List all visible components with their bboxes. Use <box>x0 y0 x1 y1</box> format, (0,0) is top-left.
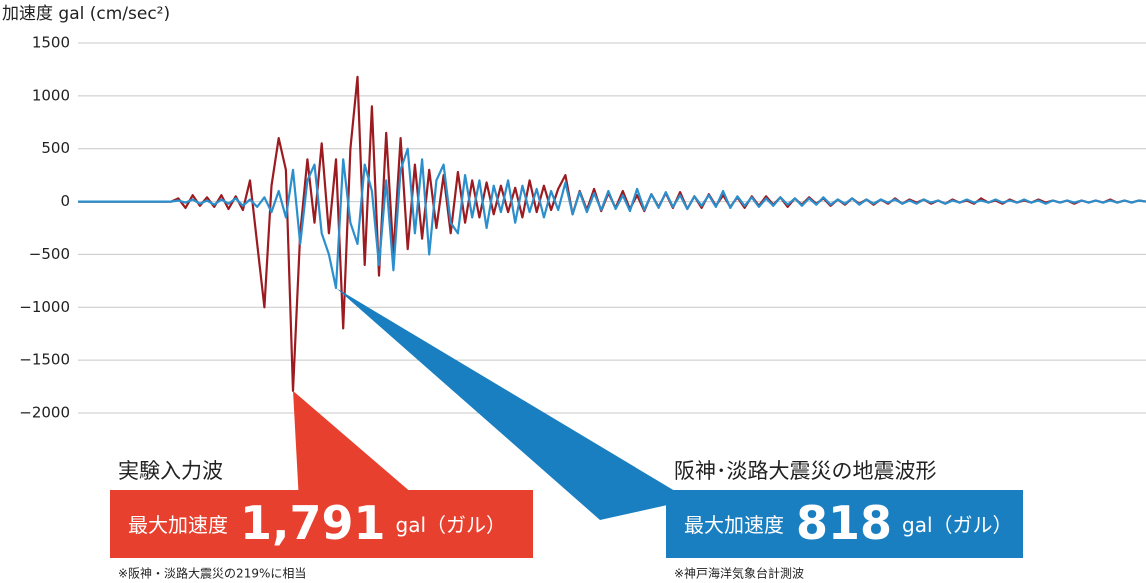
callout-note: ※神戸海洋気象台計測波 <box>674 566 804 581</box>
y-tick-label: −2000 <box>19 404 70 422</box>
y-tick-label: −500 <box>29 245 70 263</box>
callout-text: 最大加速度 818 gal（ガル） <box>684 496 1013 550</box>
callout-value: 1,791 <box>240 496 386 550</box>
callout-pointer <box>336 288 690 520</box>
callout-label: 阪神･淡路大震災の地震波形 <box>674 459 937 483</box>
callout-text: 最大加速度 1,791 gal（ガル） <box>128 496 506 550</box>
callout-unit: gal（ガル） <box>396 513 507 537</box>
callout-prefix: 最大加速度 <box>128 513 228 537</box>
y-tick-label: 1000 <box>32 86 70 104</box>
callout-pointer <box>293 390 420 520</box>
series-line <box>78 75 1146 392</box>
callout-note: ※阪神・淡路大震災の219%に相当 <box>118 566 306 581</box>
callout-unit: gal（ガル） <box>902 513 1013 537</box>
y-axis-label: 加速度 gal (cm/sec²) <box>2 4 170 24</box>
callout-prefix: 最大加速度 <box>684 513 784 537</box>
y-tick-label: 0 <box>60 192 70 210</box>
y-tick-label: −1500 <box>19 351 70 369</box>
y-tick-label: 1500 <box>32 34 70 52</box>
y-tick-label: −1000 <box>19 298 70 316</box>
callout-box <box>666 490 1023 558</box>
callout-value: 818 <box>796 496 892 550</box>
callout-label: 実験入力波 <box>118 459 223 483</box>
series-line <box>78 147 1146 290</box>
callout-box <box>110 490 533 558</box>
y-tick-label: 500 <box>41 139 70 157</box>
